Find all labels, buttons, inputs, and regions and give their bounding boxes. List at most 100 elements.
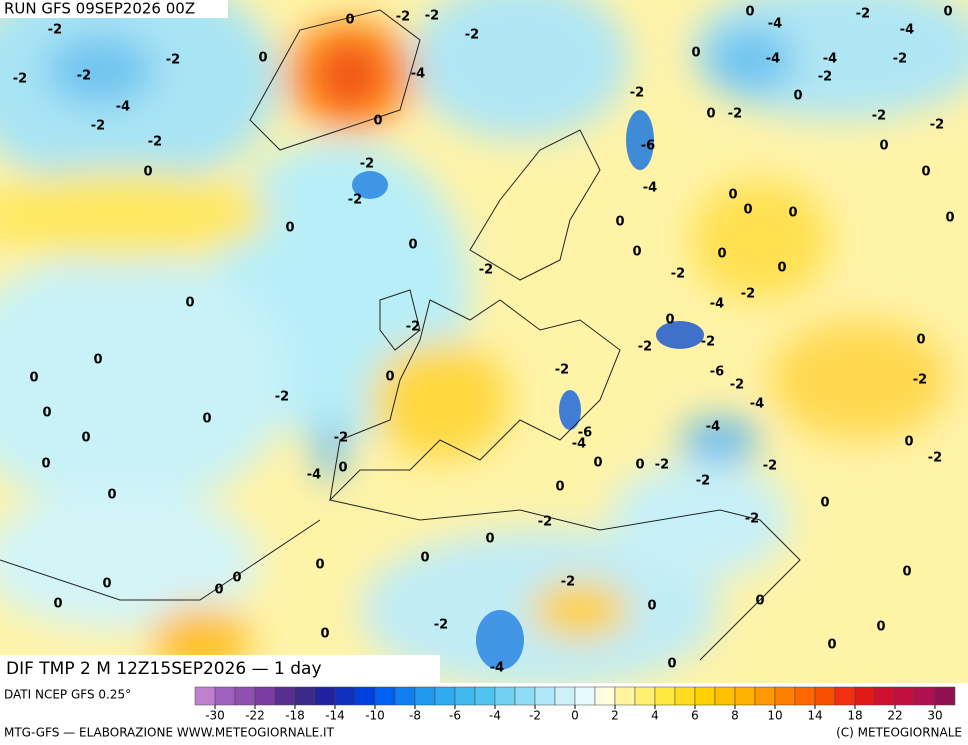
contour-label: 0 [232, 571, 241, 586]
contour-label: 0 [555, 480, 564, 495]
colorbar-swatch [334, 686, 356, 706]
colorbar-swatch [214, 686, 236, 706]
contour-label: 0 [315, 558, 324, 573]
colorbar-swatch [494, 686, 516, 706]
contour-label: -2 [275, 390, 289, 405]
colorbar-tick-label: -30 [205, 709, 225, 723]
contour-label: 0 [667, 657, 676, 672]
colorbar-tick-label: 2 [611, 709, 619, 723]
contour-label: 0 [876, 620, 885, 635]
contour-label: 0 [29, 371, 38, 386]
contour-label: 0 [777, 261, 786, 276]
colorbar-swatch [254, 686, 276, 706]
contour-label: -2 [913, 373, 927, 388]
colorbar-tick-label: -18 [285, 709, 305, 723]
contour-label: -2 [728, 107, 742, 122]
contour-label: -2 [425, 9, 439, 24]
colorbar-swatch [894, 686, 916, 706]
contour-label: -2 [13, 72, 27, 87]
colorbar-swatch [814, 686, 836, 706]
contour-label: -2 [465, 28, 479, 43]
contour-label: -2 [561, 575, 575, 590]
contour-label: -2 [763, 459, 777, 474]
contour-label: 0 [202, 412, 211, 427]
contour-label: 0 [42, 406, 51, 421]
colorbar-swatch [374, 686, 396, 706]
colorbar-swatch [394, 686, 416, 706]
contour-label: -2 [166, 53, 180, 68]
source-note: DATI NCEP GFS 0.25° [4, 688, 131, 702]
contour-label: 0 [943, 5, 952, 20]
colorbar-tick-label: -22 [245, 709, 265, 723]
contour-label: 0 [143, 165, 152, 180]
contour-label: -4 [411, 67, 425, 82]
contour-label: -4 [643, 181, 657, 196]
contour-label: 0 [706, 107, 715, 122]
contour-label: 0 [820, 496, 829, 511]
colorbar: -30 -22 -18 -14 -10 -8 -6 -4 -2 0 2 4 6 8 10 14 18 22 30 [194, 686, 956, 723]
colorbar-tick-label: -6 [449, 709, 461, 723]
contour-label: 0 [285, 221, 294, 236]
colorbar-swatch [874, 686, 896, 706]
contour-label: 0 [81, 431, 90, 446]
colorbar-swatch [434, 686, 456, 706]
contour-label: -2 [396, 10, 410, 25]
contour-label: -6 [641, 139, 655, 154]
contour-label: 0 [593, 456, 602, 471]
contour-label: 0 [373, 114, 382, 129]
contour-label: -2 [928, 451, 942, 466]
colorbar-swatch [514, 686, 536, 706]
contour-label: -4 [706, 420, 720, 435]
contour-label: 0 [385, 370, 394, 385]
colorbar-swatch [634, 686, 656, 706]
contour-label: 0 [320, 627, 329, 642]
contour-label: -6 [578, 426, 592, 441]
contour-label: -2 [91, 119, 105, 134]
map-field [0, 0, 968, 683]
contour-label: -2 [434, 618, 448, 633]
colorbar-swatch [574, 686, 596, 706]
contour-label: -4 [823, 52, 837, 67]
colorbar-swatch [674, 686, 696, 706]
contour-label: 0 [728, 188, 737, 203]
contour-label: 0 [904, 435, 913, 450]
colorbar-swatch [694, 686, 716, 706]
contour-label: -2 [48, 23, 62, 38]
colorbar-tick-label: -4 [489, 709, 501, 723]
colorbar-swatch [834, 686, 856, 706]
contour-label: 0 [93, 353, 102, 368]
field-box [0, 655, 440, 683]
colorbar-swatch [194, 686, 216, 706]
contour-label: 0 [647, 599, 656, 614]
contour-label: -4 [710, 297, 724, 312]
contour-label: -6 [710, 365, 724, 380]
colorbar-tick-label: -10 [365, 709, 385, 723]
colorbar-swatch [734, 686, 756, 706]
contour-label: -4 [900, 23, 914, 38]
contour-label: -2 [701, 335, 715, 350]
contour-label: 0 [827, 638, 836, 653]
contour-label: 0 [635, 458, 644, 473]
contour-label: 0 [345, 13, 354, 28]
contour-label: 0 [755, 594, 764, 609]
colorbar-tick-label: 18 [847, 709, 862, 723]
contour-label: 0 [420, 551, 429, 566]
colorbar-swatch [774, 686, 796, 706]
colorbar-tick-label: 4 [651, 709, 659, 723]
contour-label: -2 [745, 512, 759, 527]
colorbar-tick-label: 22 [887, 709, 902, 723]
contour-label: 0 [41, 457, 50, 472]
contour-label: -2 [818, 70, 832, 85]
colorbar-swatch [854, 686, 876, 706]
contour-label: 0 [615, 215, 624, 230]
contour-label: -2 [655, 458, 669, 473]
contour-label: -2 [538, 515, 552, 530]
contour-label: -4 [766, 52, 780, 67]
colorbar-tick-label: 30 [927, 709, 942, 723]
contour-label: -4 [490, 661, 504, 676]
colorbar-tick-label: -2 [529, 709, 541, 723]
contour-label: -2 [893, 52, 907, 67]
contour-label: 0 [745, 5, 754, 20]
contour-label: -2 [334, 431, 348, 446]
